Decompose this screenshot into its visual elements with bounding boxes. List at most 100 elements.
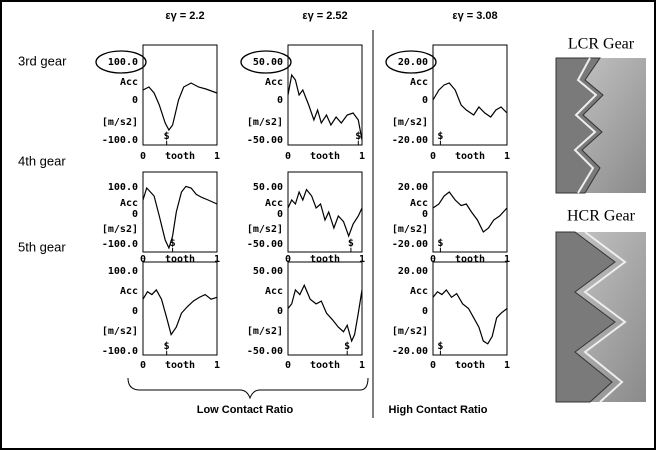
marker: $ [164,131,170,142]
x-axis-label: tooth [165,360,195,371]
y-tick-label: 20.00 [398,182,428,193]
waveform [433,290,507,344]
y-axis-label: Acc [120,198,138,209]
y-axis-label: Acc [265,198,283,209]
group-label: High Contact Ratio [389,404,488,416]
y-tick-label: 50.00 [253,57,283,68]
y-axis-label: Acc [410,77,428,88]
x-tick-label: 1 [214,151,220,162]
y-axis-label: Acc [410,198,428,209]
x-tick-label: 1 [504,151,510,162]
y-tick-label: 100.0 [108,57,138,68]
y-unit-label: [m/s2] [392,117,428,128]
y-tick-label: 0 [132,209,138,220]
y-tick-label: 20.00 [398,266,428,277]
x-tick-label: 1 [359,360,365,371]
plot-frame [142,261,218,356]
y-tick-label: 0 [422,209,428,220]
waveform [143,83,217,130]
x-axis-label: tooth [310,151,340,162]
y-tick-label: 0 [132,95,138,106]
waveform [288,75,362,140]
plot-frame [142,44,218,146]
y-unit-label: [m/s2] [247,224,283,235]
y-tick-label: 100.0 [108,266,138,277]
x-axis-label: tooth [455,254,485,265]
x-tick-label: 0 [285,254,291,265]
y-axis-label: Acc [120,77,138,88]
y-axis-label: Acc [265,286,283,297]
x-axis-label: tooth [455,151,485,162]
y-tick-label: -100.0 [102,346,138,357]
plot-frame [287,171,363,253]
group-label: Low Contact Ratio [197,404,294,416]
gear-image [555,57,646,194]
x-tick-label: 0 [140,360,146,371]
waveform [433,192,507,232]
x-tick-label: 0 [430,360,436,371]
y-tick-label: -20.00 [392,135,428,146]
x-tick-label: 1 [359,151,365,162]
x-tick-label: 1 [214,254,220,265]
x-axis-label: tooth [310,254,340,265]
row-label: 5th gear [18,239,66,254]
y-tick-label: -50.00 [247,135,283,146]
x-tick-label: 0 [140,151,146,162]
x-tick-label: 1 [504,360,510,371]
gear-label: LCR Gear [568,36,635,53]
waveform [143,186,217,248]
x-axis-label: tooth [310,360,340,371]
x-axis-label: tooth [165,151,195,162]
y-tick-label: 100.0 [108,182,138,193]
x-tick-label: 0 [430,254,436,265]
x-tick-label: 1 [359,254,365,265]
marker: $ [355,131,361,142]
y-tick-label: -100.0 [102,135,138,146]
row-label: 4th gear [18,153,66,168]
plot-frame [432,44,508,146]
y-unit-label: [m/s2] [247,326,283,337]
waveform [288,285,362,341]
brace [127,377,369,400]
plot-frame [287,44,363,146]
plot-frame [432,171,508,253]
y-axis-label: Acc [265,77,283,88]
y-unit-label: [m/s2] [102,224,138,235]
y-tick-label: -20.00 [392,239,428,250]
y-tick-label: 0 [277,306,283,317]
waveforms [143,75,507,344]
marker: $ [348,238,354,249]
column-header: εγ = 2.2 [165,10,204,22]
x-tick-label: 0 [285,151,291,162]
x-tick-label: 1 [214,360,220,371]
y-axis-label: Acc [410,286,428,297]
y-unit-label: [m/s2] [102,117,138,128]
waveform [433,83,507,117]
y-unit-label: [m/s2] [392,224,428,235]
x-tick-label: 0 [140,254,146,265]
highlight-circle [95,50,147,74]
y-tick-label: 50.00 [253,266,283,277]
y-tick-label: -50.00 [247,239,283,250]
marker: $ [437,131,443,142]
row-label: 3rd gear [18,53,67,68]
y-tick-label: -20.00 [392,346,428,357]
plot-frame [142,171,218,253]
y-tick-label: 50.00 [253,182,283,193]
marker: $ [437,341,443,352]
y-tick-label: 0 [277,95,283,106]
marker: $ [437,238,443,249]
x-tick-label: 0 [430,151,436,162]
y-tick-label: -50.00 [247,346,283,357]
y-tick-label: 0 [132,306,138,317]
y-tick-label: -100.0 [102,239,138,250]
x-axis-label: tooth [165,254,195,265]
y-tick-label: 20.00 [398,57,428,68]
y-tick-label: 0 [422,95,428,106]
highlight-circle [240,50,292,74]
y-tick-label: 0 [422,306,428,317]
marker: $ [170,238,176,249]
x-axis-label: tooth [455,360,485,371]
